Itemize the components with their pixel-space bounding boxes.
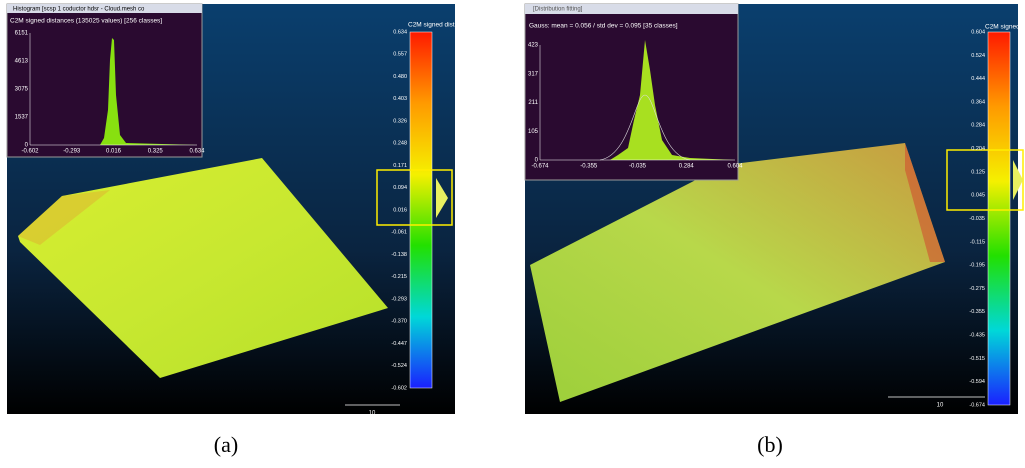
- scale-label: 0.125: [971, 169, 985, 175]
- scale-label: 0.604: [971, 29, 985, 35]
- panel-b: [525, 4, 1023, 414]
- window-title: Histogram [scsp 1 coductor hdsr - Cloud.…: [13, 7, 145, 13]
- hist-x-label: -0.602: [21, 149, 39, 155]
- scale-label: 0.094: [393, 185, 407, 191]
- hist-x-label: 0.016: [106, 149, 122, 155]
- hist-y-label: 423: [528, 43, 539, 49]
- scale-label: -0.602: [391, 385, 407, 391]
- scale-bar-label: 10: [369, 411, 376, 417]
- scale-label: 0.444: [971, 76, 985, 82]
- scale-bar-label: 10: [937, 403, 944, 409]
- scale-label: -0.355: [969, 309, 985, 315]
- scale-label: 0.204: [971, 146, 985, 152]
- scale-title: C2M signed distances: [985, 24, 1025, 31]
- scale-label: 0.016: [393, 207, 407, 213]
- caption: (b): [757, 432, 783, 457]
- scale-label: -0.594: [969, 379, 985, 385]
- color-bar: [410, 32, 432, 388]
- scale-label: -0.674: [969, 402, 985, 408]
- scale-label: 0.171: [393, 163, 407, 169]
- scale-label: -0.447: [391, 341, 407, 347]
- scale-label: -0.275: [969, 286, 985, 292]
- scale-label: 0.524: [971, 53, 985, 59]
- scale-label: 0.284: [971, 123, 985, 129]
- panel-a: [7, 4, 455, 414]
- scale-label: -0.195: [969, 263, 985, 269]
- hist-y-label: 3075: [15, 87, 29, 93]
- hist-x-label: 0.604: [727, 164, 743, 170]
- scale-label: -0.370: [391, 319, 407, 325]
- scale-label: -0.293: [391, 296, 407, 302]
- hist-header: C2M signed distances (135025 values) [25…: [10, 18, 162, 25]
- hist-header: Gauss: mean = 0.056 / std dev = 0.095 [3…: [529, 23, 678, 30]
- scale-label: -0.515: [969, 356, 985, 362]
- scale-title: C2M signed distances: [408, 22, 473, 29]
- hist-y-label: 211: [528, 100, 538, 106]
- hist-x-label: -0.293: [63, 149, 81, 155]
- hist-x-label: -0.674: [531, 164, 549, 170]
- scale-label: -0.035: [969, 216, 985, 222]
- hist-x-label: 0.284: [679, 164, 695, 170]
- scale-label: 0.480: [393, 74, 407, 80]
- scale-label: 0.403: [393, 96, 407, 102]
- hist-x-label: -0.035: [629, 164, 647, 170]
- scale-label: -0.524: [391, 363, 407, 369]
- caption: (a): [214, 432, 238, 457]
- scale-label: 0.326: [393, 118, 407, 124]
- hist-window: [7, 4, 202, 157]
- hist-y-label: 6151: [15, 31, 29, 37]
- hist-y-label: 1537: [15, 115, 29, 121]
- hist-x-label: 0.325: [148, 149, 164, 155]
- scale-label: 0.045: [971, 193, 985, 199]
- scale-label: -0.061: [391, 230, 407, 236]
- hist-x-label: 0.634: [189, 149, 205, 155]
- scale-label: -0.435: [969, 333, 985, 339]
- hist-y-label: 317: [528, 71, 539, 77]
- scale-label: -0.115: [970, 239, 985, 245]
- color-bar: [988, 32, 1010, 405]
- window-title: [Distribution fitting]: [533, 7, 583, 13]
- figure: (a) Histogram [scsp 1 coductor hdsr - Clo…: [0, 0, 1025, 468]
- hist-x-label: -0.355: [580, 164, 598, 170]
- scale-label: -0.215: [391, 274, 407, 280]
- scale-label: 0.634: [393, 29, 407, 35]
- hist-y-label: 4613: [15, 59, 29, 65]
- hist-y-label: 105: [528, 129, 539, 135]
- scale-label: -0.138: [391, 252, 407, 258]
- scale-label: 0.557: [393, 52, 407, 58]
- scale-label: 0.248: [393, 141, 407, 147]
- scale-label: 0.364: [971, 99, 985, 105]
